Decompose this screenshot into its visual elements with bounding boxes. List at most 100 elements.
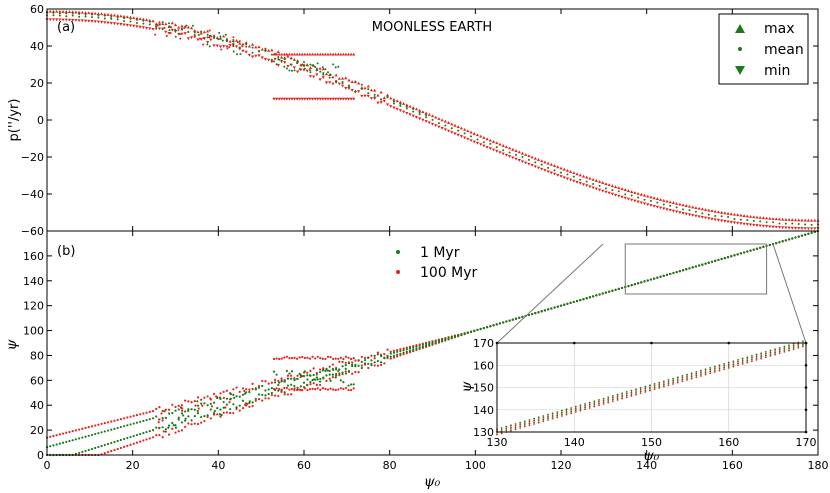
panel-a-max-point (488, 138, 492, 142)
panel-b-point (97, 423, 100, 426)
panel-b-point (277, 394, 280, 398)
panel-a-min-point (392, 106, 396, 110)
panel-b-point (405, 346, 408, 349)
panel-a-mean-point (311, 64, 314, 67)
panel-b-point (380, 354, 383, 358)
panel-a-min-point (132, 24, 136, 28)
panel-b-point (431, 341, 434, 344)
inset-point (713, 367, 716, 370)
inset-point (570, 412, 573, 415)
panel-a-mean-point (707, 213, 710, 216)
panel-b-point (514, 317, 518, 320)
inset-point (653, 384, 656, 387)
panel-b-point (142, 431, 145, 435)
inset-point (635, 390, 637, 392)
panel-a-mean-point (319, 70, 322, 73)
panel-b-point (145, 411, 148, 414)
panel-a-min-point (418, 117, 422, 121)
panel-a-max-point (401, 102, 406, 105)
panel-a-min-point (286, 64, 290, 68)
panel-b-point (392, 351, 396, 354)
panel-a-max-point (280, 52, 284, 56)
panel-b-point (206, 395, 209, 398)
inset-y-tick-label: 160 (473, 359, 494, 372)
inset-point (551, 415, 554, 418)
panel-a-mean-point (380, 98, 383, 101)
panel-b-point (319, 388, 322, 391)
panel-a-scatter-point (224, 33, 227, 36)
panel-b-point (376, 351, 379, 354)
panel-a-max-point (601, 181, 605, 184)
panel-b-point (238, 409, 241, 412)
panel-a-scatter-point (208, 45, 211, 48)
panel-a-mean-point (553, 169, 556, 172)
panel-b-point (633, 283, 636, 286)
panel-b-point (103, 422, 106, 425)
inset-point (547, 413, 549, 416)
panel-a-min-point (732, 221, 737, 225)
panel-a-min-point (267, 58, 271, 62)
panel-b-point (135, 441, 139, 444)
panel-a-max-point (180, 24, 184, 28)
panel-b-point (331, 363, 335, 366)
panel-a-max-point (318, 66, 322, 70)
panel-b-point (469, 330, 473, 333)
inset-point (672, 383, 675, 385)
panel-b-point (248, 405, 251, 408)
panel-a-mean-point (65, 12, 68, 15)
panel-a-min-point (347, 87, 351, 91)
panel-b-point (145, 438, 148, 441)
panel-a-max-point (623, 188, 627, 192)
panel-a-max-point (668, 200, 672, 204)
panel-b-point (65, 440, 68, 444)
panel-a-max-point (678, 202, 682, 206)
panel-a-max-point (736, 213, 740, 217)
panel-a-max-point (700, 207, 704, 211)
panel-b-point (288, 356, 291, 360)
panel-b-point (707, 261, 710, 264)
panel-a-min-point (282, 97, 286, 101)
panel-a-scatter-point (198, 37, 201, 40)
panel-b-point (286, 374, 290, 377)
panel-b-point (97, 432, 100, 435)
panel-b-frame (46, 230, 819, 456)
panel-a-min-point (93, 20, 97, 24)
panel-a-max-point (575, 172, 579, 176)
panel-b-point (486, 326, 489, 329)
panel-b-point (58, 433, 61, 436)
inset-point (783, 349, 786, 352)
inset-point (774, 351, 776, 354)
panel-b-point (342, 358, 345, 361)
panel-b-scatter-point (157, 418, 161, 421)
panel-a-scatter-point (221, 39, 224, 42)
panel-b-point (225, 403, 228, 406)
panel-a-min-point (453, 132, 457, 136)
panel-a-min-point (495, 149, 499, 153)
panel-b-point (206, 414, 209, 417)
panel-a-min-point (218, 45, 223, 49)
panel-b-point (277, 383, 280, 387)
panel-a-max-point (418, 108, 422, 112)
panel-a-min-point (707, 217, 711, 221)
panel-a-min-point (739, 222, 743, 226)
panel-a-y-tick-label: 20 (30, 77, 44, 90)
panel-a-min-point (411, 114, 415, 118)
panel-b-point (714, 259, 717, 262)
panel-b-point (190, 423, 193, 426)
panel-a-max-point (257, 45, 261, 49)
panel-a-max-point (806, 218, 810, 222)
panel-a-max-point (363, 86, 367, 90)
panel-b-point (752, 248, 755, 251)
panel-a-min-point (170, 28, 174, 32)
panel-b-point (399, 354, 402, 357)
inset-point (778, 350, 781, 353)
panel-a-max-point (323, 52, 328, 56)
panel-b-point (180, 412, 184, 415)
panel-b-point (299, 385, 302, 388)
panel-a-mean-point (399, 104, 402, 107)
panel-a-min-point (508, 155, 512, 158)
panel-b-point (174, 431, 177, 434)
inset-point (686, 379, 688, 381)
panel-a-min-point (427, 121, 431, 125)
panel-a-max-point (141, 17, 145, 21)
